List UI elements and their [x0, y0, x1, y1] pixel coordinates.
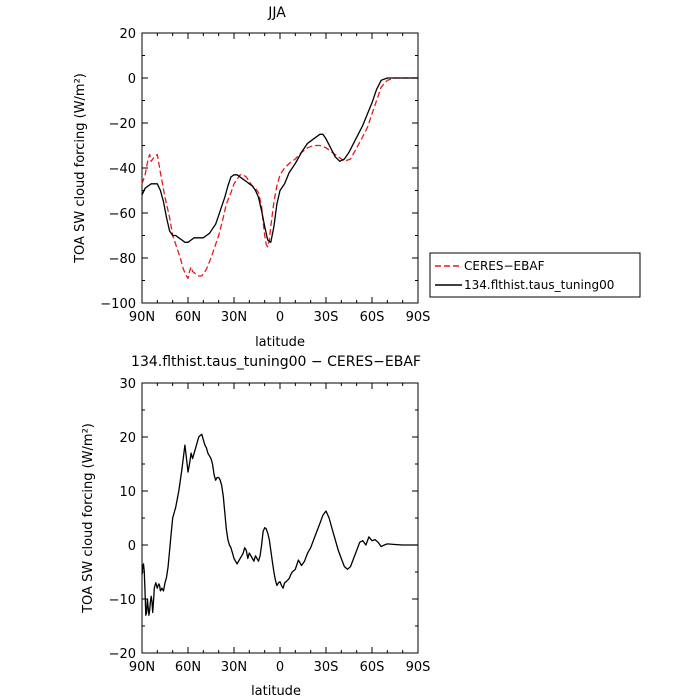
bottom-y-ticks: −20 −10 0 10 20 30: [109, 377, 418, 662]
bottom-y-tick-label: 20: [119, 431, 136, 446]
top-x-tick-label: 0: [276, 310, 284, 325]
bottom-x-axis-label: latitude: [251, 684, 301, 699]
top-series-line-1: [141, 77, 418, 243]
bottom-x-tick-label: 60N: [175, 660, 201, 675]
top-plot-frame: [141, 32, 419, 304]
bottom-y-axis-label: TOA SW cloud forcing (W/m²): [81, 423, 96, 614]
bottom-chart-title: 134.flthist.taus_tuning00 − CERES−EBAF: [131, 354, 421, 370]
top-x-tick-label: 60S: [360, 310, 385, 325]
top-y-tick-label: −20: [109, 117, 136, 132]
top-x-ticks: 90N 60N 30N 0 30S 60S 90S: [129, 33, 431, 325]
top-series-lines: [141, 77, 418, 279]
legend: CERES−EBAF 134.flthist.taus_tuning00: [429, 252, 641, 298]
top-y-tick-label: −80: [109, 252, 136, 267]
top-x-tick-label: 60N: [175, 310, 201, 325]
bottom-series-lines: [141, 433, 418, 616]
bottom-x-tick-label: 90N: [129, 660, 155, 675]
top-x-tick-label: 90S: [406, 310, 431, 325]
top-y-tick-label: 20: [119, 27, 136, 42]
bottom-x-tick-label: 60S: [360, 660, 385, 675]
legend-label-ceres: CERES−EBAF: [464, 259, 545, 273]
top-panel: JJA −100 −80 −60 −40 −20 0 20 90N 60N 30N 0 30S 60S…: [73, 5, 430, 350]
top-y-axis-label: TOA SW cloud forcing (W/m²): [73, 73, 88, 264]
bottom-x-tick-label: 30S: [314, 660, 339, 675]
bottom-x-tick-label: 0: [276, 660, 284, 675]
bottom-y-tick-label: 10: [119, 485, 136, 500]
legend-box: [429, 252, 641, 298]
top-chart-title: JJA: [267, 5, 286, 21]
top-x-tick-label: 30N: [221, 310, 247, 325]
bottom-y-tick-label: −10: [109, 593, 136, 608]
bottom-y-tick-label: 0: [128, 539, 136, 554]
bottom-plot-frame: [141, 382, 419, 654]
top-x-tick-label: 90N: [129, 310, 155, 325]
bottom-y-tick-label: −20: [109, 647, 136, 662]
bottom-x-tick-label: 30N: [221, 660, 247, 675]
top-y-ticks: −100 −80 −60 −40 −20 0 20: [100, 27, 418, 312]
legend-label-model: 134.flthist.taus_tuning00: [464, 278, 614, 292]
bottom-x-tick-label: 90S: [406, 660, 431, 675]
bottom-y-tick-label: 30: [119, 377, 136, 392]
top-x-tick-label: 30S: [314, 310, 339, 325]
top-x-axis-label: latitude: [255, 335, 305, 350]
top-y-tick-label: −40: [109, 162, 136, 177]
top-series-line-0: [141, 77, 418, 279]
top-y-tick-label: 0: [128, 72, 136, 87]
top-y-tick-label: −100: [100, 297, 136, 312]
top-y-tick-label: −60: [109, 207, 136, 222]
bottom-x-ticks: 90N 60N 30N 0 30S 60S 90S: [129, 383, 431, 675]
bottom-panel: 134.flthist.taus_tuning00 − CERES−EBAF −…: [81, 354, 430, 699]
bottom-series-line-0: [141, 433, 418, 616]
